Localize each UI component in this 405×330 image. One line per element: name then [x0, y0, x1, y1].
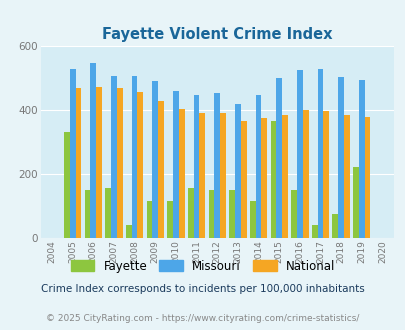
Bar	[75, 88, 81, 238]
Bar	[84, 190, 90, 238]
Bar	[117, 88, 122, 238]
Bar	[290, 190, 296, 238]
Text: © 2025 CityRating.com - https://www.cityrating.com/crime-statistics/: © 2025 CityRating.com - https://www.city…	[46, 314, 359, 323]
Bar	[96, 87, 102, 238]
Bar	[364, 117, 370, 238]
Bar	[281, 115, 287, 238]
Bar	[208, 190, 214, 238]
Bar	[199, 113, 205, 238]
Bar	[317, 69, 323, 238]
Bar	[255, 95, 261, 238]
Bar	[105, 188, 111, 238]
Bar	[343, 115, 349, 238]
Bar	[249, 201, 255, 238]
Bar	[332, 214, 337, 238]
Bar	[126, 225, 131, 238]
Bar	[152, 81, 158, 238]
Bar	[323, 111, 328, 238]
Bar	[158, 101, 164, 238]
Bar	[70, 69, 75, 238]
Bar	[296, 70, 302, 238]
Bar	[173, 91, 178, 238]
Bar	[111, 76, 117, 238]
Bar	[337, 78, 343, 238]
Bar	[178, 109, 184, 238]
Bar	[131, 76, 137, 238]
Bar	[358, 80, 364, 238]
Bar	[311, 225, 317, 238]
Bar	[220, 113, 225, 238]
Bar	[240, 120, 246, 238]
Bar	[193, 95, 199, 238]
Text: Crime Index corresponds to incidents per 100,000 inhabitants: Crime Index corresponds to incidents per…	[41, 284, 364, 294]
Bar	[64, 132, 70, 238]
Bar	[167, 201, 173, 238]
Bar	[261, 118, 266, 238]
Bar	[234, 104, 240, 238]
Bar	[90, 63, 96, 238]
Bar	[270, 121, 276, 238]
Bar	[146, 201, 152, 238]
Bar	[188, 188, 193, 238]
Bar	[276, 78, 281, 238]
Title: Fayette Violent Crime Index: Fayette Violent Crime Index	[102, 27, 332, 42]
Bar	[214, 93, 220, 238]
Bar	[229, 190, 234, 238]
Bar	[352, 167, 358, 238]
Bar	[137, 92, 143, 238]
Legend: Fayette, Missouri, National: Fayette, Missouri, National	[66, 255, 339, 278]
Bar	[302, 110, 308, 238]
